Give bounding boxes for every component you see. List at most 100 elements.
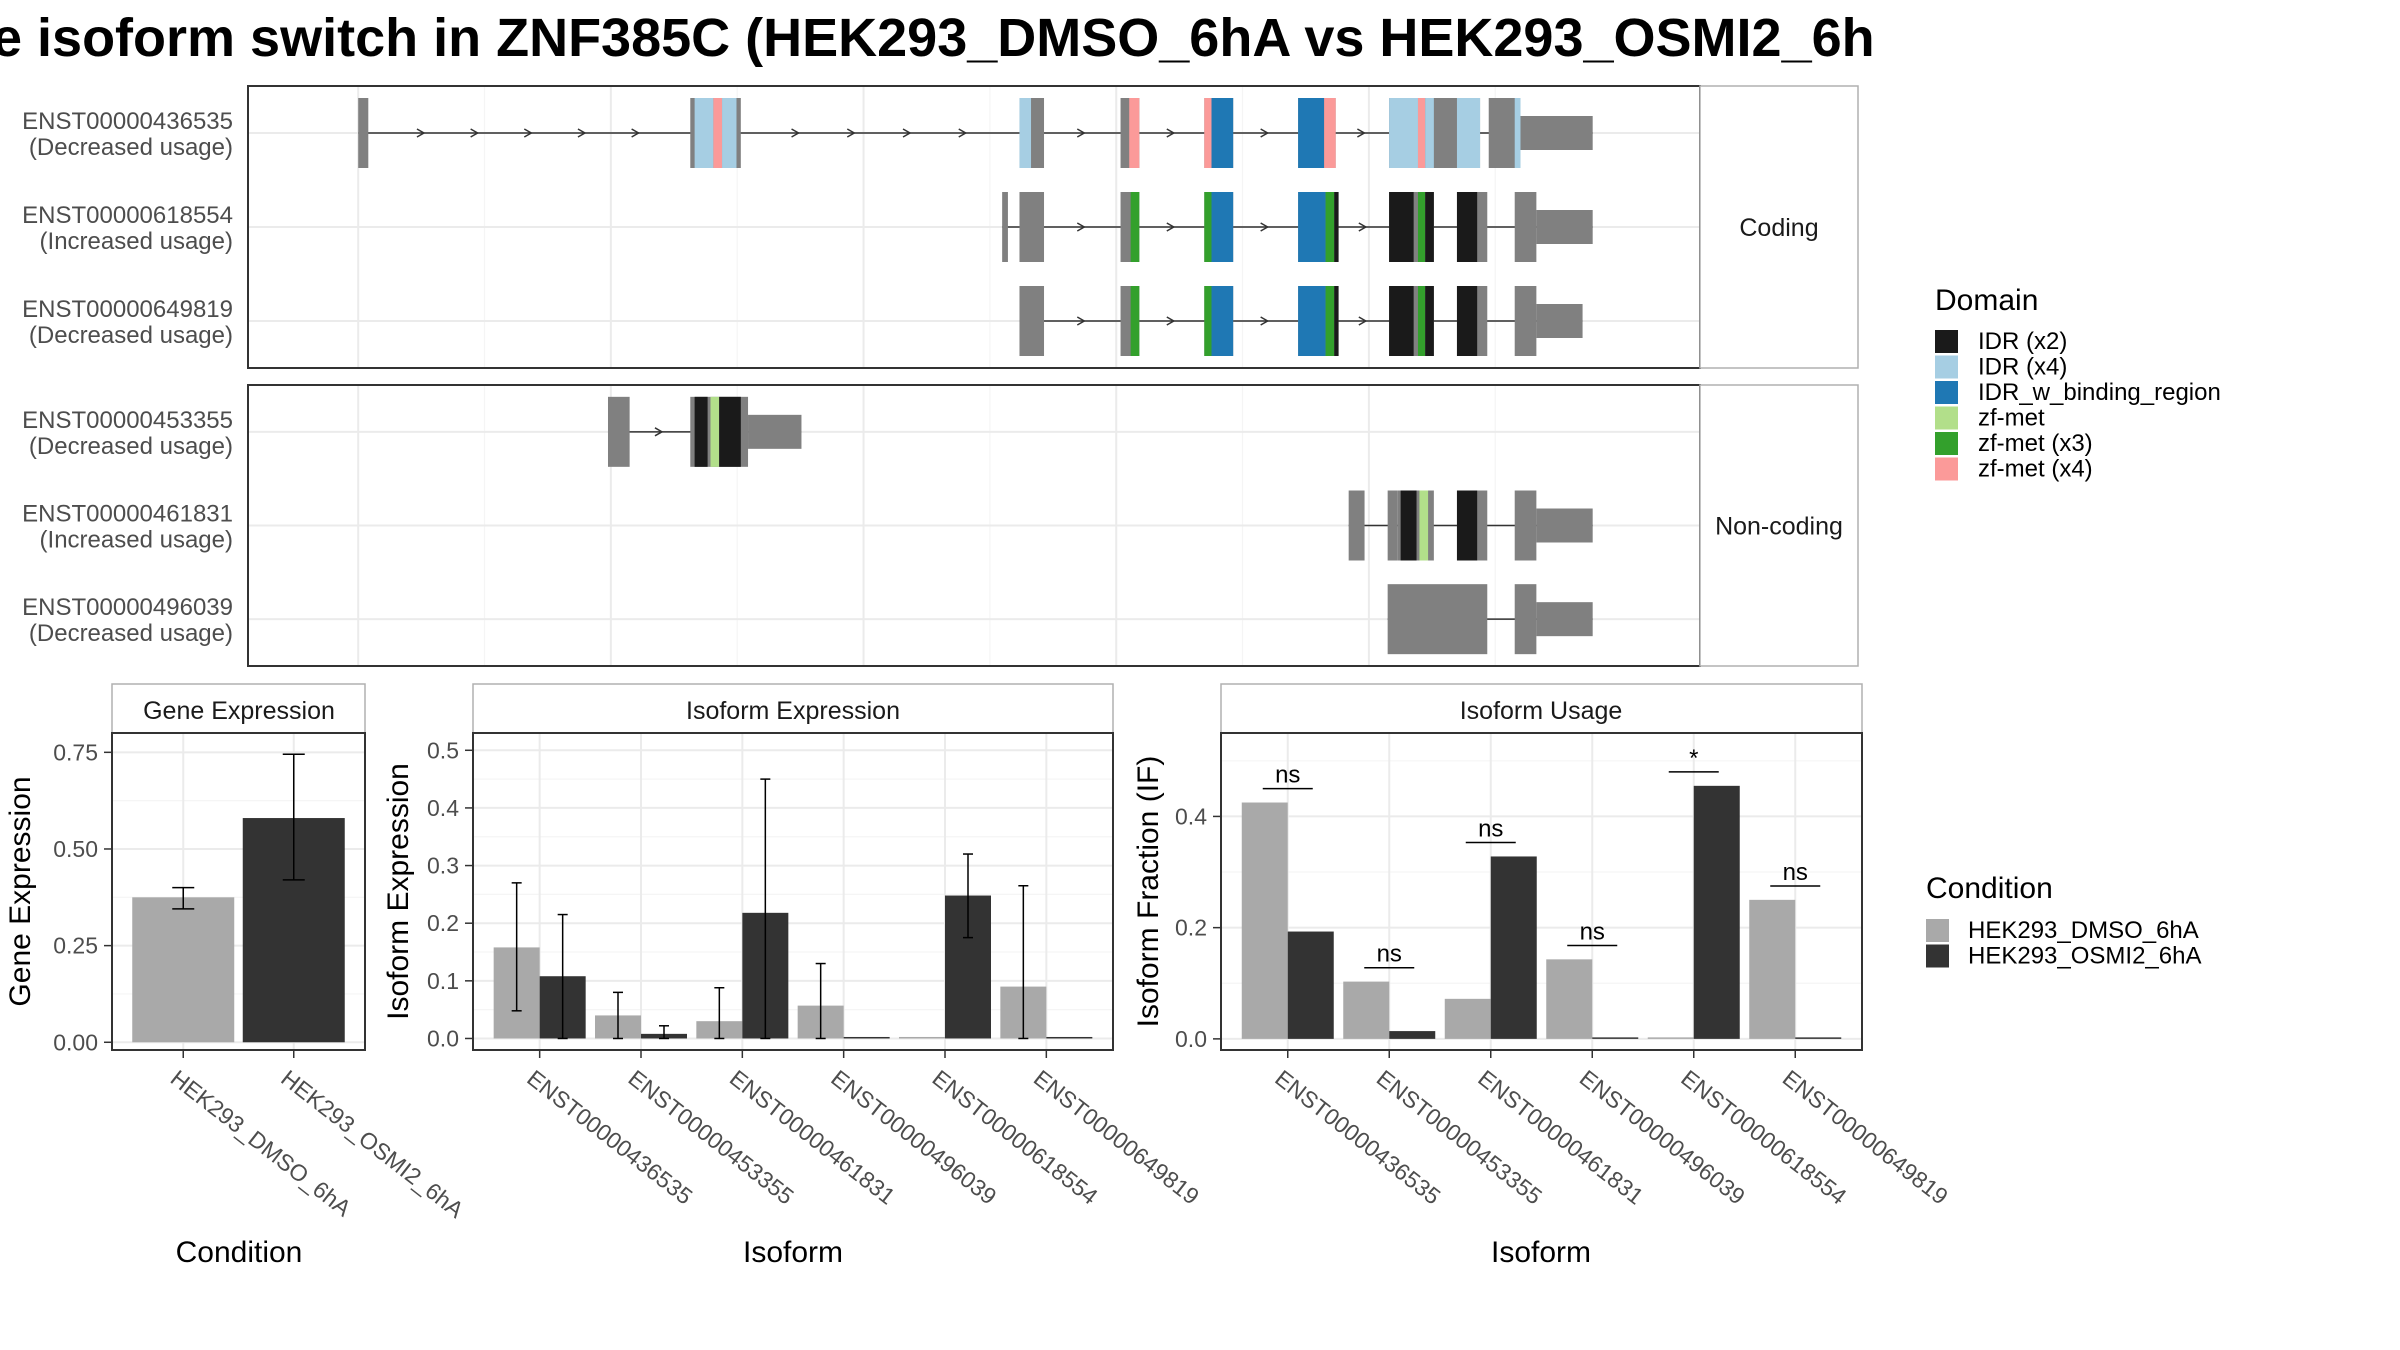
domain-legend-title: Domain: [1935, 284, 2038, 317]
intron-arrow-icon: [1260, 128, 1270, 138]
chart-panel-border: [472, 732, 1114, 1051]
domain-block: [1456, 490, 1478, 561]
domain-legend-key: [1935, 457, 1958, 481]
domain-block: [1130, 286, 1140, 356]
bar-osmi2: [1389, 1031, 1436, 1039]
bar-dmso: [1444, 998, 1491, 1039]
utr-block: [1536, 602, 1593, 637]
bar-osmi2: [1693, 785, 1740, 1039]
domain-block: [1325, 192, 1335, 262]
domain-block: [1417, 192, 1426, 262]
domain-block: [1389, 98, 1418, 168]
bar-osmi2: [1046, 1036, 1093, 1039]
domain-block: [1130, 192, 1140, 262]
domain-block: [1298, 286, 1326, 356]
significance-label: ns: [1580, 918, 1605, 945]
domain-block: [1129, 98, 1140, 168]
y-tick-label: 0.0: [427, 1025, 459, 1051]
intron-arrow-icon: [958, 128, 968, 138]
bar-dmso: [132, 897, 235, 1043]
bar-chart-1: Isoform Expression 0.0 0.1 0.2 0.3 0.4 0.5 ENST…: [382, 683, 1204, 1269]
intron-arrow-icon: [791, 128, 801, 138]
x-tick-label: ENST00000496039: [1575, 1065, 1750, 1210]
utr-block: [1536, 210, 1593, 244]
x-tick-label: HEK293_DMSO_6hA: [166, 1065, 357, 1222]
domain-block: [1389, 286, 1414, 356]
transcript-usage-label: (Decreased usage): [29, 620, 233, 647]
intron-arrow-icon: [1166, 222, 1176, 232]
intron-arrow-icon: [1166, 316, 1176, 326]
domain-legend-label: zf-met (x4): [1978, 456, 2093, 483]
bar-dmso: [1241, 802, 1288, 1039]
exon-block: [1514, 584, 1537, 655]
chart-strip-title: Isoform Usage: [1460, 697, 1623, 725]
domain-block: [1334, 192, 1339, 262]
facet-strip: [1699, 85, 1859, 369]
domain-legend-key: [1935, 381, 1958, 404]
utr-block: [748, 414, 802, 449]
exon-block: [1387, 490, 1398, 561]
intron-arrow-icon: [523, 128, 533, 138]
bar-dmso: [1546, 959, 1593, 1039]
y-tick-label: 0.4: [427, 795, 459, 821]
domain-block: [1456, 192, 1478, 262]
x-tick-label: ENST00000618554: [928, 1065, 1103, 1210]
intron-arrow-icon: [846, 128, 856, 138]
significance-label: ns: [1783, 859, 1808, 886]
transcript-id-label: ENST00000649819: [22, 296, 233, 323]
bar-chart-0: Gene Expression 0.00 0.25 0.50 0.75 HEK293_DM…: [4, 683, 469, 1269]
y-tick-label: 0.1: [427, 968, 459, 994]
significance-label: ns: [1377, 941, 1402, 968]
bar-osmi2: [1795, 1037, 1842, 1039]
domain-block: [1514, 98, 1521, 168]
facet-strip: [1699, 384, 1859, 667]
chart-panel-border: [1220, 732, 1863, 1051]
intron-arrow-icon: [902, 128, 912, 138]
domain-block: [1019, 98, 1032, 168]
x-tick-label: ENST00000649819: [1029, 1065, 1204, 1210]
x-axis-label: Isoform: [743, 1236, 843, 1269]
exon-block: [1002, 192, 1008, 262]
bar-dmso: [1343, 981, 1390, 1039]
domain-block: [694, 396, 708, 467]
condition-legend: Condition HEK293_DMSO_6hAHEK293_OSMI2_6h…: [1926, 872, 2201, 970]
x-tick-label: HEK293_OSMI2_6hA: [276, 1065, 469, 1224]
y-tick-label: 0.25: [53, 933, 98, 959]
intron-arrow-icon: [1166, 128, 1176, 138]
x-axis-label: Isoform: [1491, 1236, 1591, 1269]
y-tick-label: 0.00: [53, 1029, 98, 1055]
domain-block: [1334, 286, 1339, 356]
x-tick-label: ENST00000461831: [1473, 1065, 1648, 1210]
domain-legend-key: [1935, 330, 1958, 353]
x-tick-label: ENST00000436535: [522, 1065, 697, 1210]
domain-block: [713, 98, 723, 168]
y-tick-label: 0.2: [427, 910, 459, 936]
y-tick-label: 0.4: [1175, 803, 1207, 829]
structure-facet-coding: ENST00000436535(Decreased usage)ENST0000…: [22, 85, 1859, 369]
domain-legend-label: zf-met (x3): [1978, 430, 2093, 457]
domain-block: [1298, 98, 1325, 168]
transcript-id-label: ENST00000496039: [22, 594, 233, 621]
bar-dmso: [1749, 899, 1796, 1039]
domain-block: [1324, 98, 1336, 168]
intron-arrow-icon: [577, 128, 587, 138]
domain-legend-key: [1935, 432, 1958, 455]
transcript-usage-label: (Decreased usage): [29, 433, 233, 460]
transcript-ENST00000496039: ENST00000496039(Decreased usage): [22, 584, 1700, 655]
significance-label: ns: [1275, 762, 1300, 789]
y-tick-label: 0.5: [427, 737, 459, 763]
domain-block: [1425, 286, 1434, 356]
bar-charts: Gene Expression 0.00 0.25 0.50 0.75 HEK293_DM…: [4, 683, 1953, 1269]
x-axis-label: Condition: [176, 1236, 303, 1269]
chart-strip: [111, 683, 366, 734]
significance-label: *: [1689, 745, 1698, 772]
bar-osmi2: [1490, 856, 1537, 1039]
domain-legend-label: IDR (x2): [1978, 328, 2067, 355]
bar-dmso: [1647, 1037, 1694, 1039]
y-tick-label: 0.3: [427, 853, 459, 879]
condition-legend-title: Condition: [1926, 872, 2053, 905]
y-axis-label: Isoform Fraction (IF): [1132, 756, 1165, 1028]
y-axis-label: Gene Expression: [4, 776, 37, 1006]
transcript-id-label: ENST00000453355: [22, 407, 233, 434]
